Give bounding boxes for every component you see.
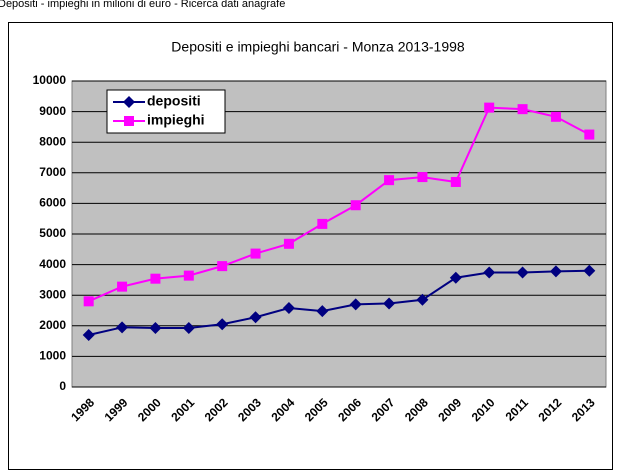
marker <box>550 111 561 122</box>
marker <box>349 298 362 311</box>
y-tick-label: 0 <box>59 379 66 393</box>
marker <box>383 297 396 310</box>
header: Depositi - impieghi in milioni di euro -… <box>0 0 285 10</box>
marker <box>517 104 528 115</box>
marker <box>149 321 162 334</box>
marker <box>249 311 262 324</box>
marker <box>516 266 529 279</box>
marker <box>483 266 496 279</box>
marker <box>217 261 228 272</box>
legend-marker <box>123 96 135 108</box>
y-tick-label: 4000 <box>39 257 66 271</box>
marker <box>416 293 429 306</box>
marker <box>116 321 129 334</box>
y-tick-label: 10000 <box>33 73 67 87</box>
y-tick-label: 3000 <box>39 287 66 301</box>
marker <box>183 270 194 281</box>
marker <box>350 200 361 211</box>
marker <box>150 273 161 284</box>
marker <box>283 238 294 249</box>
marker <box>117 281 128 292</box>
series-line <box>88 269 590 336</box>
marker <box>449 271 462 284</box>
y-tick-label: 1000 <box>39 349 66 363</box>
marker <box>549 265 562 278</box>
marker <box>316 305 329 318</box>
marker <box>82 328 95 341</box>
legend-label: depositi <box>147 93 201 109</box>
marker <box>182 321 195 334</box>
y-tick-label: 2000 <box>39 318 66 332</box>
y-tick-label: 5000 <box>39 226 66 240</box>
marker <box>83 296 94 307</box>
marker <box>450 176 461 187</box>
y-tick-label: 6000 <box>39 196 66 210</box>
y-tick-label: 9000 <box>39 104 66 118</box>
legend-marker <box>124 116 134 126</box>
marker <box>216 318 229 331</box>
marker <box>282 302 295 315</box>
marker <box>583 264 596 277</box>
marker <box>584 129 595 140</box>
marker <box>484 102 495 113</box>
chart-title: Depositi e impieghi bancari - Monza 2013… <box>171 39 465 55</box>
legend-label: impieghi <box>147 112 205 128</box>
marker <box>417 172 428 183</box>
series-line <box>88 106 590 303</box>
marker <box>317 218 328 229</box>
y-tick-label: 8000 <box>39 134 66 148</box>
marker <box>384 175 395 186</box>
marker <box>250 248 261 259</box>
y-tick-label: 7000 <box>39 165 66 179</box>
